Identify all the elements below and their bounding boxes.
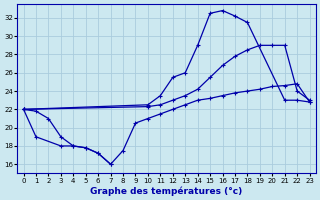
X-axis label: Graphe des températures (°c): Graphe des températures (°c): [91, 186, 243, 196]
